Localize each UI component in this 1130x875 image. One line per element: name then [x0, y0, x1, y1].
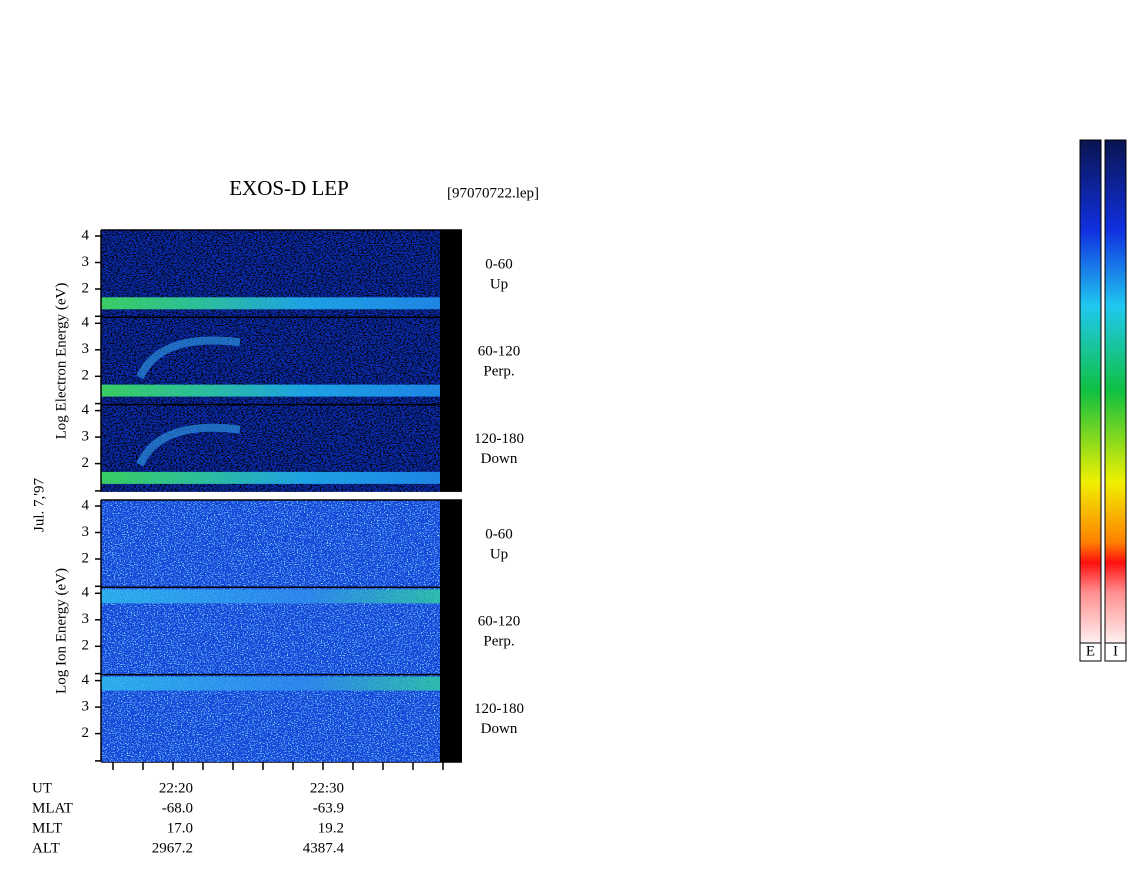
spectrogram-band [101, 589, 440, 604]
no-data-strip [440, 404, 462, 492]
time-value: 2967.2 [152, 840, 193, 856]
no-data-strip [440, 674, 462, 762]
y-tick-label: 4 [82, 585, 90, 601]
no-data-strip [440, 500, 462, 588]
time-value: 19.2 [318, 820, 344, 836]
spectrogram-band [101, 297, 440, 310]
spectrogram-band [101, 471, 440, 484]
y-tick-label: 2 [82, 368, 90, 384]
pitch-direction: Down [481, 721, 518, 737]
spectrogram-arc [136, 336, 241, 380]
pitch-range: 60-120 [478, 614, 521, 630]
no-data-strip [440, 230, 462, 318]
y-tick-label: 3 [82, 699, 90, 715]
date-label: Jul. 7,'97 [31, 478, 47, 532]
y-tick-label: 3 [82, 254, 90, 270]
y-tick-label: 4 [82, 227, 90, 243]
y-axis-label: Log Ion Energy (eV) [53, 568, 69, 694]
pitch-direction: Perp. [483, 634, 514, 650]
time-value: 22:20 [159, 780, 193, 796]
y-tick-label: 3 [82, 429, 90, 445]
row-label: MLAT [32, 800, 73, 816]
colorbar-label: I [1113, 643, 1118, 659]
spectrogram-arc [136, 423, 241, 467]
pitch-range: 0-60 [485, 256, 513, 272]
y-tick-label: 2 [82, 280, 90, 296]
y-tick-label: 4 [82, 497, 90, 513]
colorbar [1104, 139, 1127, 644]
y-tick-label: 2 [82, 725, 90, 741]
y-axis-label: Log Electron Energy (eV) [53, 283, 69, 440]
time-value: -68.0 [162, 800, 193, 816]
time-value: -63.9 [313, 800, 344, 816]
colorbar-label: E [1086, 643, 1095, 659]
colorbar-label-box [1079, 642, 1102, 662]
no-data-strip [440, 587, 462, 675]
row-label: ALT [32, 840, 60, 856]
pitch-direction: Down [481, 451, 518, 467]
colorbar [1079, 139, 1102, 644]
pitch-range: 120-180 [474, 701, 524, 717]
y-tick-label: 2 [82, 455, 90, 471]
y-tick-label: 4 [82, 402, 90, 418]
time-value: 4387.4 [303, 840, 345, 856]
pitch-range: 0-60 [485, 526, 513, 542]
spectrogram-band [101, 676, 440, 691]
row-label: UT [32, 780, 52, 796]
colorbar-label-box [1104, 642, 1127, 662]
y-tick-label: 3 [82, 341, 90, 357]
time-value: 17.0 [167, 820, 193, 836]
y-tick-label: 4 [82, 672, 90, 688]
row-label: MLT [32, 820, 62, 836]
title: EXOS-D LEP [229, 176, 349, 200]
y-tick-label: 3 [82, 524, 90, 540]
pitch-direction: Up [490, 276, 508, 292]
y-tick-label: 2 [82, 550, 90, 566]
no-data-strip [440, 317, 462, 405]
spectrogram-noise [101, 500, 440, 588]
pitch-range: 120-180 [474, 431, 524, 447]
pitch-range: 60-120 [478, 344, 521, 360]
file-name: [97070722.lep] [447, 185, 539, 201]
pitch-direction: Perp. [483, 364, 514, 380]
y-tick-label: 4 [82, 315, 90, 331]
time-value: 22:30 [310, 780, 344, 796]
pitch-direction: Up [490, 546, 508, 562]
y-tick-label: 2 [82, 638, 90, 654]
y-tick-label: 3 [82, 611, 90, 627]
spectrogram-band [101, 384, 440, 397]
